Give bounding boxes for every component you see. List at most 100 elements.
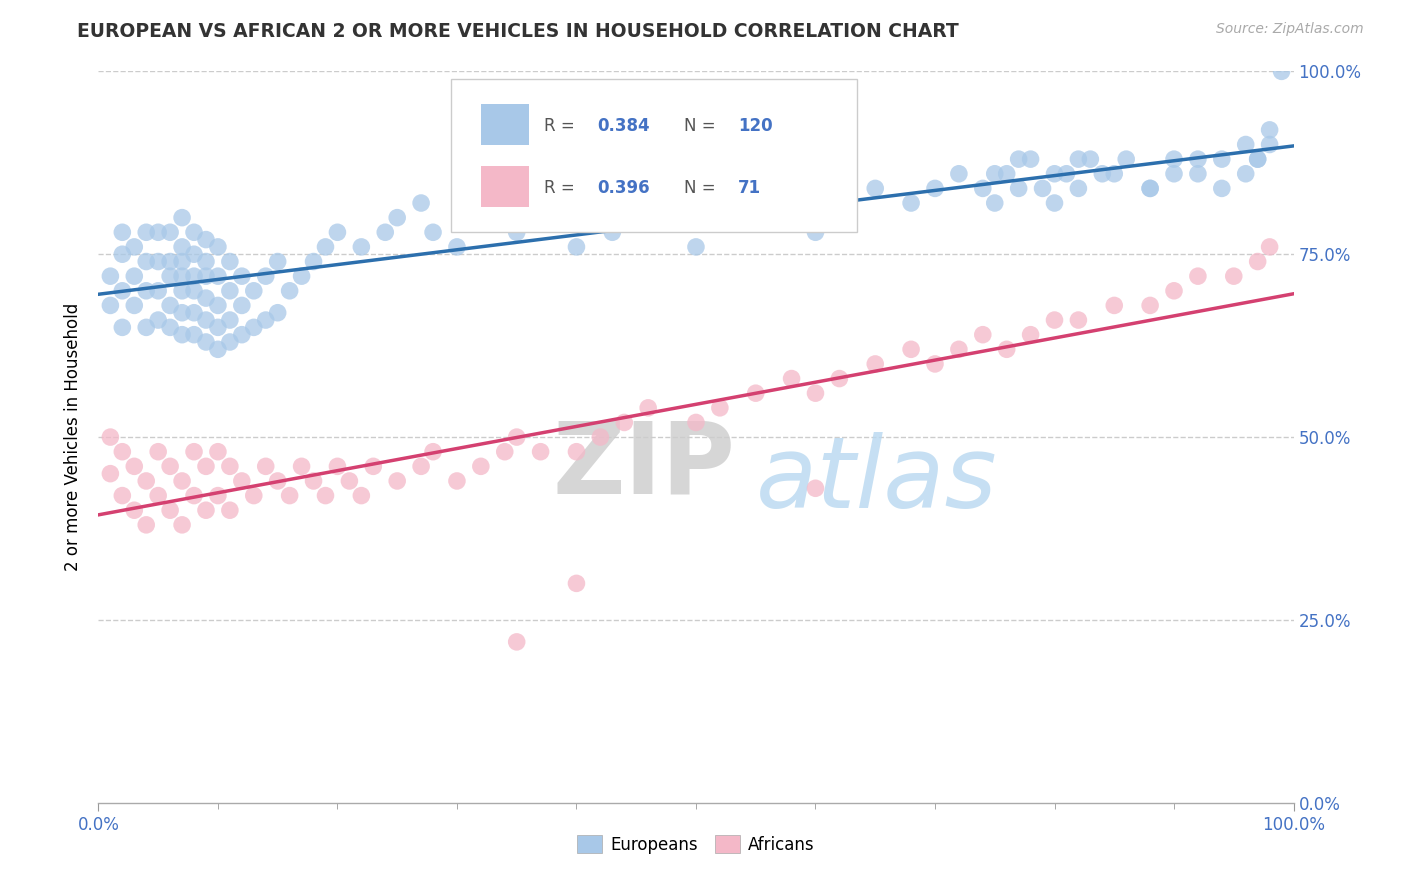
- Point: [1067, 181, 1090, 195]
- Point: [231, 327, 253, 342]
- Point: [828, 196, 851, 211]
- Point: [1043, 313, 1066, 327]
- Point: [195, 269, 218, 284]
- FancyBboxPatch shape: [451, 78, 858, 232]
- Point: [385, 474, 409, 488]
- Point: [1163, 167, 1185, 181]
- Point: [183, 489, 205, 503]
- Text: N =: N =: [685, 117, 716, 136]
- Point: [804, 225, 827, 239]
- Point: [385, 211, 409, 225]
- Point: [768, 181, 790, 195]
- Point: [1139, 181, 1161, 195]
- Point: [195, 503, 218, 517]
- Point: [1163, 284, 1185, 298]
- Point: [972, 181, 994, 195]
- Y-axis label: 2 or more Vehicles in Household: 2 or more Vehicles in Household: [65, 303, 83, 571]
- Point: [98, 269, 122, 284]
- Bar: [481, 104, 529, 145]
- Point: [111, 489, 134, 503]
- Point: [1104, 298, 1126, 312]
- Point: [172, 327, 194, 342]
- Point: [1067, 152, 1090, 166]
- Point: [302, 254, 325, 268]
- Point: [219, 313, 242, 327]
- Point: [135, 474, 157, 488]
- Point: [1163, 152, 1185, 166]
- Point: [219, 334, 242, 349]
- Legend: Europeans, Africans: Europeans, Africans: [571, 829, 821, 860]
- Text: 120: 120: [738, 117, 772, 136]
- Point: [124, 240, 146, 254]
- Point: [315, 489, 337, 503]
- Point: [565, 576, 588, 591]
- Text: R =: R =: [544, 117, 581, 136]
- Point: [900, 343, 922, 357]
- Point: [1258, 123, 1281, 137]
- Point: [159, 503, 181, 517]
- Point: [183, 306, 205, 320]
- Point: [183, 269, 205, 284]
- Point: [637, 401, 659, 415]
- Point: [1043, 167, 1066, 181]
- Point: [733, 196, 755, 211]
- Point: [243, 320, 266, 334]
- Point: [1258, 240, 1281, 254]
- Point: [135, 254, 157, 268]
- Point: [159, 269, 181, 284]
- Point: [219, 459, 242, 474]
- Point: [207, 444, 229, 458]
- Point: [470, 211, 492, 225]
- Point: [589, 430, 612, 444]
- Point: [948, 343, 970, 357]
- Text: ZIP: ZIP: [553, 417, 735, 515]
- Point: [446, 240, 468, 254]
- Point: [995, 343, 1018, 357]
- Point: [995, 167, 1018, 181]
- Point: [984, 196, 1007, 211]
- Text: 0.384: 0.384: [596, 117, 650, 136]
- Text: R =: R =: [544, 179, 581, 197]
- Point: [148, 313, 170, 327]
- Point: [315, 240, 337, 254]
- Point: [1008, 152, 1031, 166]
- Point: [1223, 269, 1246, 284]
- Point: [1271, 64, 1294, 78]
- Point: [350, 240, 373, 254]
- Point: [207, 240, 229, 254]
- Point: [98, 467, 122, 481]
- Point: [1247, 152, 1270, 166]
- Point: [207, 298, 229, 312]
- Point: [709, 211, 731, 225]
- Point: [1019, 327, 1042, 342]
- Point: [183, 247, 205, 261]
- Point: [195, 334, 218, 349]
- Point: [1258, 137, 1281, 152]
- Point: [254, 269, 277, 284]
- Point: [948, 167, 970, 181]
- Point: [1080, 152, 1102, 166]
- Point: [243, 284, 266, 298]
- Point: [111, 284, 134, 298]
- Point: [135, 225, 157, 239]
- Point: [267, 306, 290, 320]
- Point: [1008, 181, 1031, 195]
- Point: [219, 503, 242, 517]
- Point: [804, 481, 827, 495]
- Point: [1139, 181, 1161, 195]
- Point: [411, 459, 433, 474]
- Point: [374, 225, 396, 239]
- Point: [924, 357, 946, 371]
- Point: [195, 459, 218, 474]
- Point: [1187, 269, 1209, 284]
- Point: [124, 269, 146, 284]
- Point: [1032, 181, 1054, 195]
- Point: [219, 254, 242, 268]
- Point: [195, 313, 218, 327]
- Point: [278, 284, 301, 298]
- Point: [111, 225, 134, 239]
- Point: [411, 196, 433, 211]
- Point: [159, 298, 181, 312]
- Point: [1067, 313, 1090, 327]
- Point: [602, 225, 624, 239]
